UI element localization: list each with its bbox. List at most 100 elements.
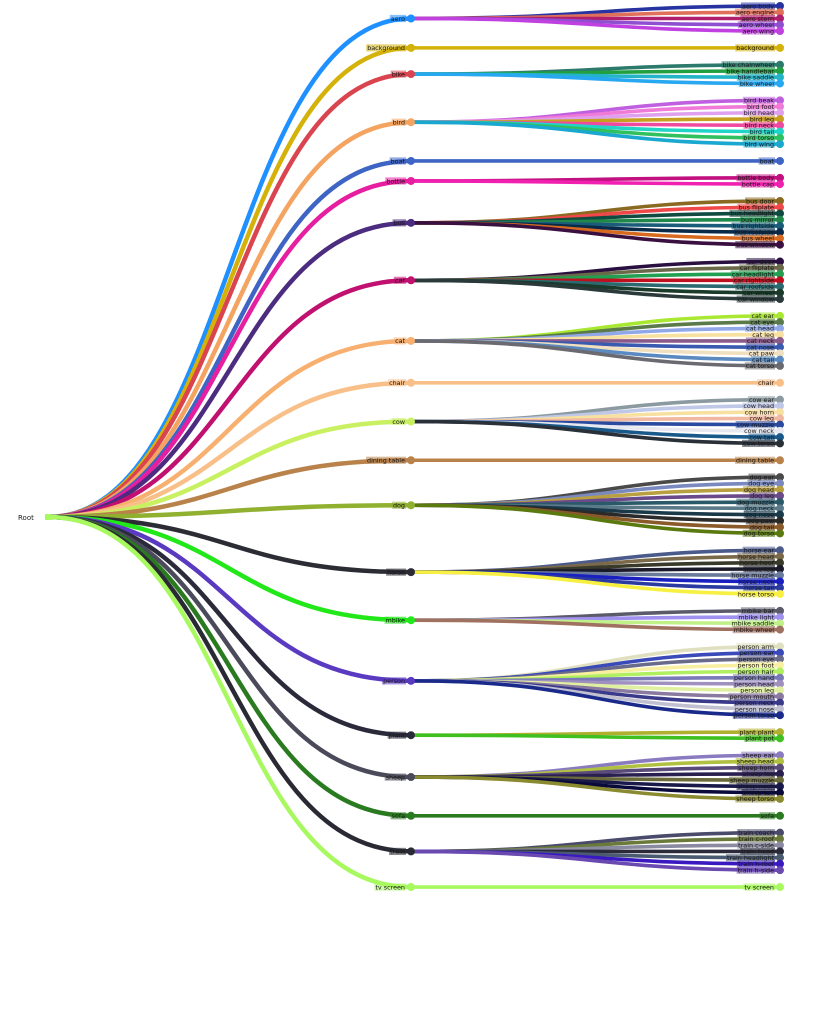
leaf-label: cow tail — [749, 433, 774, 441]
leaf-node — [776, 26, 784, 35]
category-node — [407, 731, 415, 740]
leaf-label-bg — [748, 473, 775, 481]
category-label-bg — [391, 118, 406, 126]
leaf-node — [776, 498, 784, 507]
leaf-label-bg — [737, 203, 775, 211]
leaf-node — [776, 734, 784, 743]
leaf-label-bg — [735, 757, 775, 766]
leaf-label-bg — [740, 607, 775, 615]
leaf-node — [776, 625, 784, 634]
leaf-label: bus mirror — [741, 216, 774, 224]
leaf-label: bus fliplate — [739, 204, 775, 212]
category-label: bus — [394, 219, 406, 227]
link-cow-torso — [410, 419, 781, 446]
leaf-node — [776, 203, 784, 212]
leaf-node — [776, 66, 784, 75]
link-train-h-side — [410, 849, 781, 872]
leaf-label-bg — [737, 655, 775, 663]
leaf-node — [776, 426, 784, 435]
leaf-node — [776, 564, 784, 573]
leaf-label-bg — [740, 847, 775, 856]
category-node — [407, 456, 415, 465]
leaf-label-bg — [728, 692, 775, 701]
leaf-label-bg — [736, 642, 775, 651]
leaf-label-bg — [739, 686, 775, 694]
leaf-label-bg — [742, 402, 775, 410]
leaf-label-bg — [732, 276, 775, 284]
leaf-label-bg — [748, 127, 775, 136]
leaf-label-bg — [740, 2, 775, 10]
leaf-label-bg — [746, 257, 775, 266]
leaf-label: sheep ear — [742, 751, 774, 759]
leaf-label-bg — [737, 21, 775, 29]
leaf-label: sheep leg — [743, 770, 774, 778]
leaf-label: cat head — [746, 325, 774, 333]
category-label-bg — [393, 276, 406, 284]
leaf-node — [776, 589, 784, 598]
leaf-label: cow neck — [744, 427, 774, 435]
leaf-label: dog muzzle — [737, 498, 774, 506]
link-root-sheep — [45, 514, 414, 780]
leaf-label: cow muzzle — [737, 421, 774, 429]
leaf-label: train h-roof — [738, 860, 775, 868]
category-node — [407, 70, 415, 79]
leaf-label: plant pot — [745, 735, 774, 743]
category-node — [407, 156, 415, 165]
leaf-label: dog nose — [745, 511, 774, 519]
category-label: sofa — [392, 812, 405, 820]
leaf-label-bg — [743, 565, 775, 573]
leaf-node — [776, 439, 784, 448]
leaf-node — [776, 115, 784, 124]
link-root-sofa — [45, 514, 414, 819]
leaf-label: train c-side — [738, 841, 774, 849]
leaf-label: cat paw — [749, 350, 774, 358]
leaf-label-bg — [737, 860, 775, 868]
leaf-node — [776, 108, 784, 117]
category-label: plant — [389, 731, 406, 739]
leaf-label: horse head — [738, 553, 774, 561]
category-label-bg — [389, 847, 406, 856]
leaf-node — [776, 704, 784, 713]
leaf-label: dog torso — [744, 530, 774, 538]
leaf-node — [776, 661, 784, 670]
leaf-label: bike saddle — [738, 74, 774, 82]
link-bike-wheel — [410, 72, 781, 86]
leaf-label: dog leg — [750, 492, 774, 500]
leaf-label-bg — [743, 511, 775, 519]
leaf-label: train c-roof — [739, 835, 775, 843]
leaf-label-bg — [733, 228, 775, 236]
category-label-bg — [388, 379, 406, 387]
leaf-node — [776, 654, 784, 663]
leaf-node — [776, 361, 784, 370]
leaf-label: train coach — [738, 829, 774, 837]
leaf-node — [776, 648, 784, 657]
leaf-node — [776, 834, 784, 843]
category-node — [407, 218, 415, 227]
leaf-node — [776, 324, 784, 333]
leaf-label-bg — [738, 728, 775, 736]
leaf-node — [776, 133, 784, 142]
leaf-label-bg — [743, 408, 775, 416]
category-label-bg — [392, 219, 406, 227]
category-node — [407, 847, 415, 856]
leaf-label: cat neck — [747, 337, 774, 345]
leaf-node — [776, 420, 784, 429]
leaf-label-bg — [748, 523, 775, 531]
leaf-node — [776, 583, 784, 592]
category-label-bg — [385, 177, 406, 185]
category-label: horse — [387, 568, 405, 576]
category-label-bg — [366, 456, 406, 464]
category-label: mbike — [386, 617, 406, 625]
leaf-label-bg — [741, 289, 775, 297]
leaf-node — [776, 558, 784, 567]
leaf-label-bg — [735, 421, 775, 429]
leaf-label-bg — [742, 529, 775, 537]
leaf-label: dog ear — [749, 473, 774, 481]
leaf-node — [776, 140, 784, 149]
link-root-bus — [45, 220, 414, 520]
leaf-label-bg — [733, 680, 775, 688]
category-node — [407, 568, 415, 577]
leaf-label-bg — [743, 883, 775, 891]
leaf-label: cat torso — [746, 362, 774, 370]
leaf-label-bg — [749, 492, 775, 500]
